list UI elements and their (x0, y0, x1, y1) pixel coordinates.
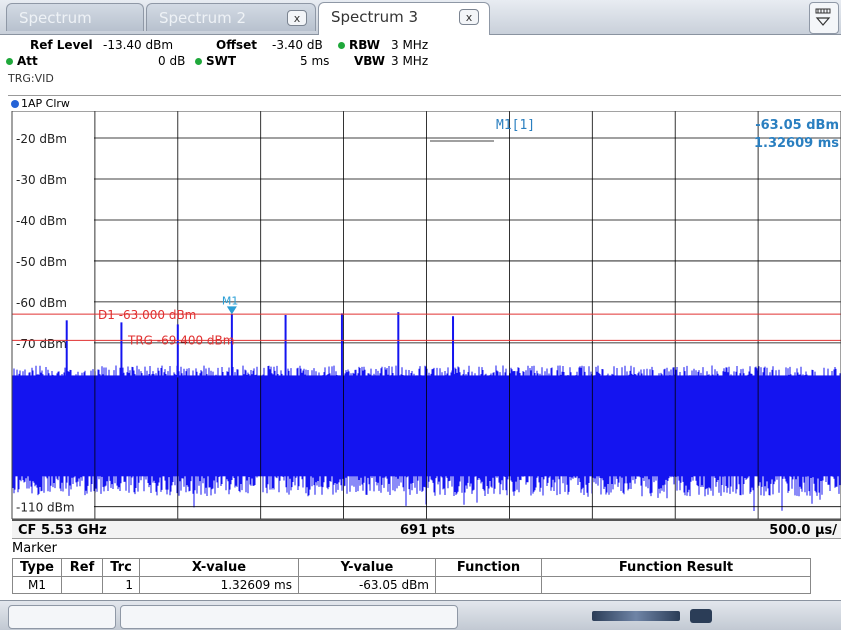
settings-panel: Ref Level -13.40 dBm Offset -3.40 dB RBW… (0, 34, 841, 94)
offset-label: Offset (216, 38, 257, 52)
col-function: Function (435, 558, 542, 577)
cell-function-result (541, 576, 811, 594)
rbw-value[interactable]: 3 MHz (391, 38, 429, 52)
signal-spikes (65, 312, 455, 378)
marker-label: M1 (222, 294, 239, 307)
att-label: Att (17, 54, 38, 68)
col-ref: Ref (61, 558, 103, 577)
rbw-label: RBW (349, 38, 380, 52)
cell-trc: 1 (102, 576, 140, 594)
tab-spectrum-2[interactable]: Spectrum 2 x (146, 3, 316, 31)
trace-indicator-icon (11, 100, 19, 108)
offset-value[interactable]: -3.40 dB (272, 38, 323, 52)
marker-table-header: Type Ref Trc X-value Y-value Function Fu… (12, 558, 811, 577)
vbw-value[interactable]: 3 MHz (391, 54, 429, 68)
tab-spectrum[interactable]: Spectrum (6, 3, 144, 31)
att-value[interactable]: 0 dB (158, 54, 186, 68)
swt-value[interactable]: 5 ms (300, 54, 330, 68)
col-x-value: X-value (139, 558, 299, 577)
col-type: Type (12, 558, 62, 577)
coupled-indicator-icon (195, 58, 202, 65)
cell-y-value: -63.05 dBm (298, 576, 436, 594)
col-y-value: Y-value (298, 558, 436, 577)
marker-triangle-icon[interactable] (226, 306, 237, 315)
cell-function (435, 576, 542, 594)
diagram-footer: CF 5.53 GHz 691 pts 500.0 µs/ (12, 519, 841, 539)
y-tick-label: -40 dBm (16, 214, 67, 228)
spectrum-diagram[interactable]: -20 dBm -30 dBm -40 dBm -50 dBm -60 dBm -70 d… (0, 111, 841, 519)
menu-icon (815, 8, 831, 26)
status-field-message[interactable] (120, 605, 458, 629)
sweep-points[interactable]: 691 pts (400, 523, 455, 538)
tab-label: Spectrum 3 (331, 8, 418, 26)
instrument-status-icon (690, 609, 712, 623)
col-trc: Trc (102, 558, 140, 577)
time-per-division[interactable]: 500.0 µs/ (769, 523, 837, 538)
trigger-line-label: TRG -69.400 dBm (127, 333, 234, 347)
status-bar (0, 600, 841, 630)
coupled-indicator-icon (6, 58, 13, 65)
menu-button[interactable] (809, 2, 839, 34)
tab-label: Spectrum (19, 9, 92, 27)
y-axis-labels: -20 dBm -30 dBm -40 dBm -50 dBm -60 dBm -70 d… (16, 132, 75, 515)
close-icon[interactable]: x (459, 9, 479, 25)
coupled-indicator-icon (338, 42, 345, 49)
tab-bar: Spectrum Spectrum 2 x Spectrum 3 x (0, 0, 841, 35)
swt-label: SWT (206, 54, 237, 68)
table-row[interactable]: M1 1 1.32609 ms -63.05 dBm (12, 576, 811, 594)
trace-info: 1AP Clrw (8, 95, 841, 112)
ref-level-value[interactable]: -13.40 dBm (103, 38, 174, 52)
close-icon[interactable]: x (287, 10, 307, 26)
rbw-setting: RBW (338, 38, 380, 52)
cell-ref (61, 576, 103, 594)
tab-spectrum-3[interactable]: Spectrum 3 x (318, 2, 490, 35)
center-frequency[interactable]: CF 5.53 GHz (18, 523, 107, 538)
cell-x-value: 1.32609 ms (139, 576, 299, 594)
diagram-frame (11, 111, 841, 519)
marker-table: Type Ref Trc X-value Y-value Function Fu… (12, 558, 811, 594)
marker-readout-name: M1[1] (496, 118, 535, 133)
marker-table-title: Marker (12, 541, 57, 556)
y-tick-label: -30 dBm (16, 173, 67, 187)
y-tick-label: -50 dBm (16, 255, 67, 269)
cell-type: M1 (12, 576, 62, 594)
progress-indicator-icon (592, 611, 680, 621)
trigger-info: TRG:VID (8, 72, 54, 85)
marker-readout-level: -63.05 dBm (755, 118, 839, 133)
col-function-result: Function Result (541, 558, 811, 577)
swt-setting: SWT (195, 54, 236, 68)
vbw-label: VBW (354, 54, 386, 68)
att-setting: Att (6, 54, 38, 68)
grid (94, 111, 841, 519)
trace-label: 1AP Clrw (21, 97, 70, 110)
y-tick-label: -60 dBm (16, 296, 67, 310)
ref-level-label: Ref Level (30, 38, 93, 52)
tab-label: Spectrum 2 (159, 9, 246, 27)
marker-readout-time: 1.32609 ms (754, 136, 839, 151)
y-tick-label: -110 dBm (16, 501, 75, 515)
y-tick-label: -70 dBm (16, 337, 67, 351)
status-field-left[interactable] (8, 605, 116, 629)
d1-line-label: D1 -63.000 dBm (98, 308, 196, 322)
y-tick-label: -20 dBm (16, 132, 67, 146)
